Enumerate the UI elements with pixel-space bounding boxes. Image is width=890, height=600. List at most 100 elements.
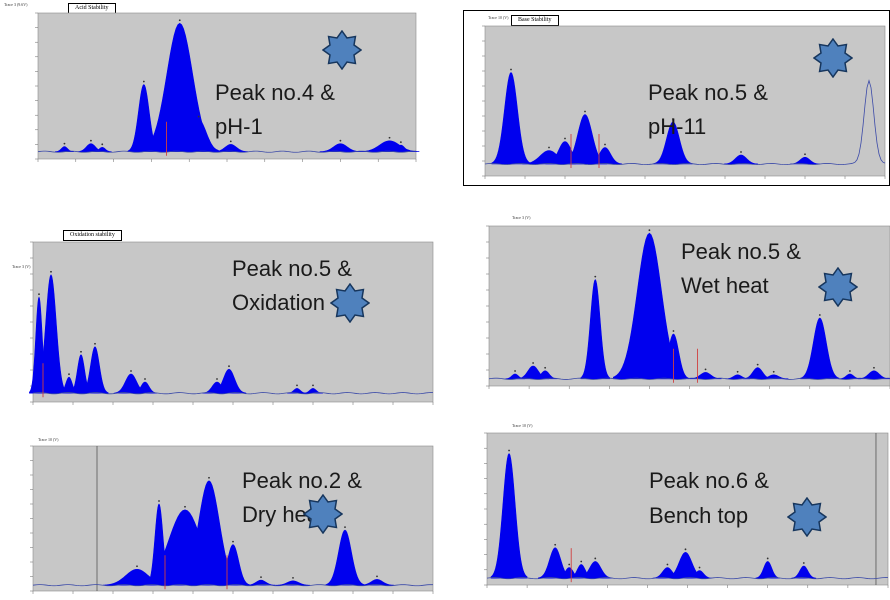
peak-label bbox=[698, 566, 701, 569]
chart-panel-acid: Trace 3 (9.6V) Acid Stability Peak no.4 … bbox=[0, 0, 420, 185]
peak-label bbox=[388, 136, 391, 139]
chart-panel-bench-top: Trace 10 (V) Peak no.6 & Bench top bbox=[467, 420, 890, 600]
peak-area bbox=[653, 121, 693, 165]
star-icon bbox=[330, 283, 370, 323]
caption-line-2: Oxidation bbox=[232, 290, 325, 315]
peak-label bbox=[508, 449, 510, 452]
peak-label bbox=[604, 143, 606, 146]
caption-line-1: Peak no.2 & bbox=[242, 468, 362, 493]
baseline-trace bbox=[32, 392, 434, 395]
caption-line-2: pH-1 bbox=[215, 114, 263, 139]
star-icon bbox=[303, 494, 343, 534]
peak-label bbox=[312, 384, 314, 387]
peak-area bbox=[211, 368, 247, 394]
star-icon bbox=[813, 38, 853, 78]
peak-area bbox=[246, 579, 276, 586]
star-shape bbox=[787, 497, 827, 537]
star-shape bbox=[330, 283, 370, 323]
chart-tag: Oxidation stability bbox=[63, 230, 122, 241]
star-shape bbox=[303, 494, 343, 534]
peak-area bbox=[587, 147, 623, 165]
peak-area bbox=[490, 452, 528, 579]
peak-label bbox=[197, 115, 200, 118]
chart-panel-oxidation: Trace 3 (V) Oxidation stability Peak no.… bbox=[0, 222, 440, 410]
peak-label bbox=[178, 19, 181, 22]
peak-label bbox=[38, 293, 40, 296]
peak-label bbox=[568, 563, 571, 566]
peak-label bbox=[580, 560, 583, 563]
caption-line-1: Peak no.4 & bbox=[215, 80, 335, 105]
peak-area bbox=[81, 346, 109, 394]
peak-label bbox=[648, 229, 651, 232]
peak-label bbox=[80, 350, 82, 353]
peak-label bbox=[666, 563, 669, 566]
chromatogram-chart bbox=[482, 25, 886, 179]
peak-label bbox=[532, 362, 535, 364]
peak-label bbox=[376, 575, 378, 578]
peak-label bbox=[672, 118, 674, 120]
peak-area bbox=[319, 143, 362, 152]
peak-label bbox=[232, 540, 234, 543]
star-icon bbox=[818, 267, 858, 307]
caption-line-1: Peak no.5 & bbox=[648, 80, 768, 105]
peak-label bbox=[736, 370, 739, 373]
peak-label bbox=[260, 576, 262, 579]
star-icon bbox=[322, 30, 362, 70]
peak-label bbox=[136, 565, 138, 568]
peak-label bbox=[228, 365, 230, 368]
peak-area bbox=[213, 144, 249, 152]
peak-label bbox=[344, 526, 346, 528]
baseline-trace bbox=[32, 584, 434, 587]
peak-label bbox=[804, 153, 806, 156]
peak-label bbox=[339, 139, 342, 142]
peak-label bbox=[399, 141, 402, 144]
star-shape bbox=[813, 38, 853, 78]
chromatogram-chart bbox=[29, 241, 434, 405]
peak-label bbox=[772, 370, 775, 373]
peak-label bbox=[144, 378, 146, 380]
peak-label bbox=[90, 139, 92, 142]
peak-label bbox=[554, 543, 557, 546]
peak-label bbox=[514, 370, 516, 372]
peak-label bbox=[101, 143, 104, 146]
peak-area bbox=[175, 119, 222, 152]
chart-header: Trace 3 (V) bbox=[12, 264, 31, 269]
caption-line-1: Peak no.6 & bbox=[649, 468, 769, 493]
peak-area bbox=[580, 279, 610, 380]
baseline-trace bbox=[488, 377, 890, 380]
chromatogram-chart bbox=[484, 432, 889, 588]
peak-label bbox=[510, 68, 512, 71]
chart-header: Trace 10 (V) bbox=[488, 15, 509, 20]
peak-label bbox=[740, 151, 742, 153]
peak-label bbox=[818, 314, 821, 316]
baseline-trace bbox=[486, 577, 889, 580]
peak-label bbox=[564, 137, 566, 140]
caption-line-2: pH-11 bbox=[648, 114, 707, 139]
chart-header: Trace 3 (V) bbox=[512, 215, 531, 220]
peak-label bbox=[544, 366, 547, 369]
peak-label bbox=[68, 373, 70, 376]
peak-label bbox=[158, 500, 160, 502]
peak-label bbox=[802, 562, 805, 564]
caption-line-2: Wet heat bbox=[681, 273, 769, 298]
chart-header: Trace 10 (V) bbox=[512, 423, 533, 428]
peak-label bbox=[208, 476, 210, 479]
chart-header: Trace 10 (V) bbox=[38, 437, 59, 442]
peak-label bbox=[684, 548, 687, 551]
peak-area bbox=[578, 561, 613, 579]
chart-panel-wet-heat: Trace 3 (V) Peak no.5 & Wet heat bbox=[467, 215, 890, 410]
peak-label bbox=[292, 576, 294, 579]
peak-label bbox=[704, 368, 707, 371]
peak-area bbox=[275, 580, 311, 586]
chromatogram-chart bbox=[30, 445, 434, 594]
caption-line-2: Bench top bbox=[649, 503, 749, 528]
peak-label bbox=[873, 366, 875, 369]
peak-label bbox=[594, 557, 597, 560]
peak-area bbox=[325, 529, 365, 586]
peak-label bbox=[548, 146, 550, 149]
chart-header: Trace 3 (9.6V) bbox=[4, 2, 28, 7]
peak-area bbox=[723, 154, 759, 165]
caption-line-1: Peak no.5 & bbox=[232, 256, 352, 281]
star-shape bbox=[818, 267, 858, 307]
chart-tag: Base Stability bbox=[511, 15, 559, 26]
